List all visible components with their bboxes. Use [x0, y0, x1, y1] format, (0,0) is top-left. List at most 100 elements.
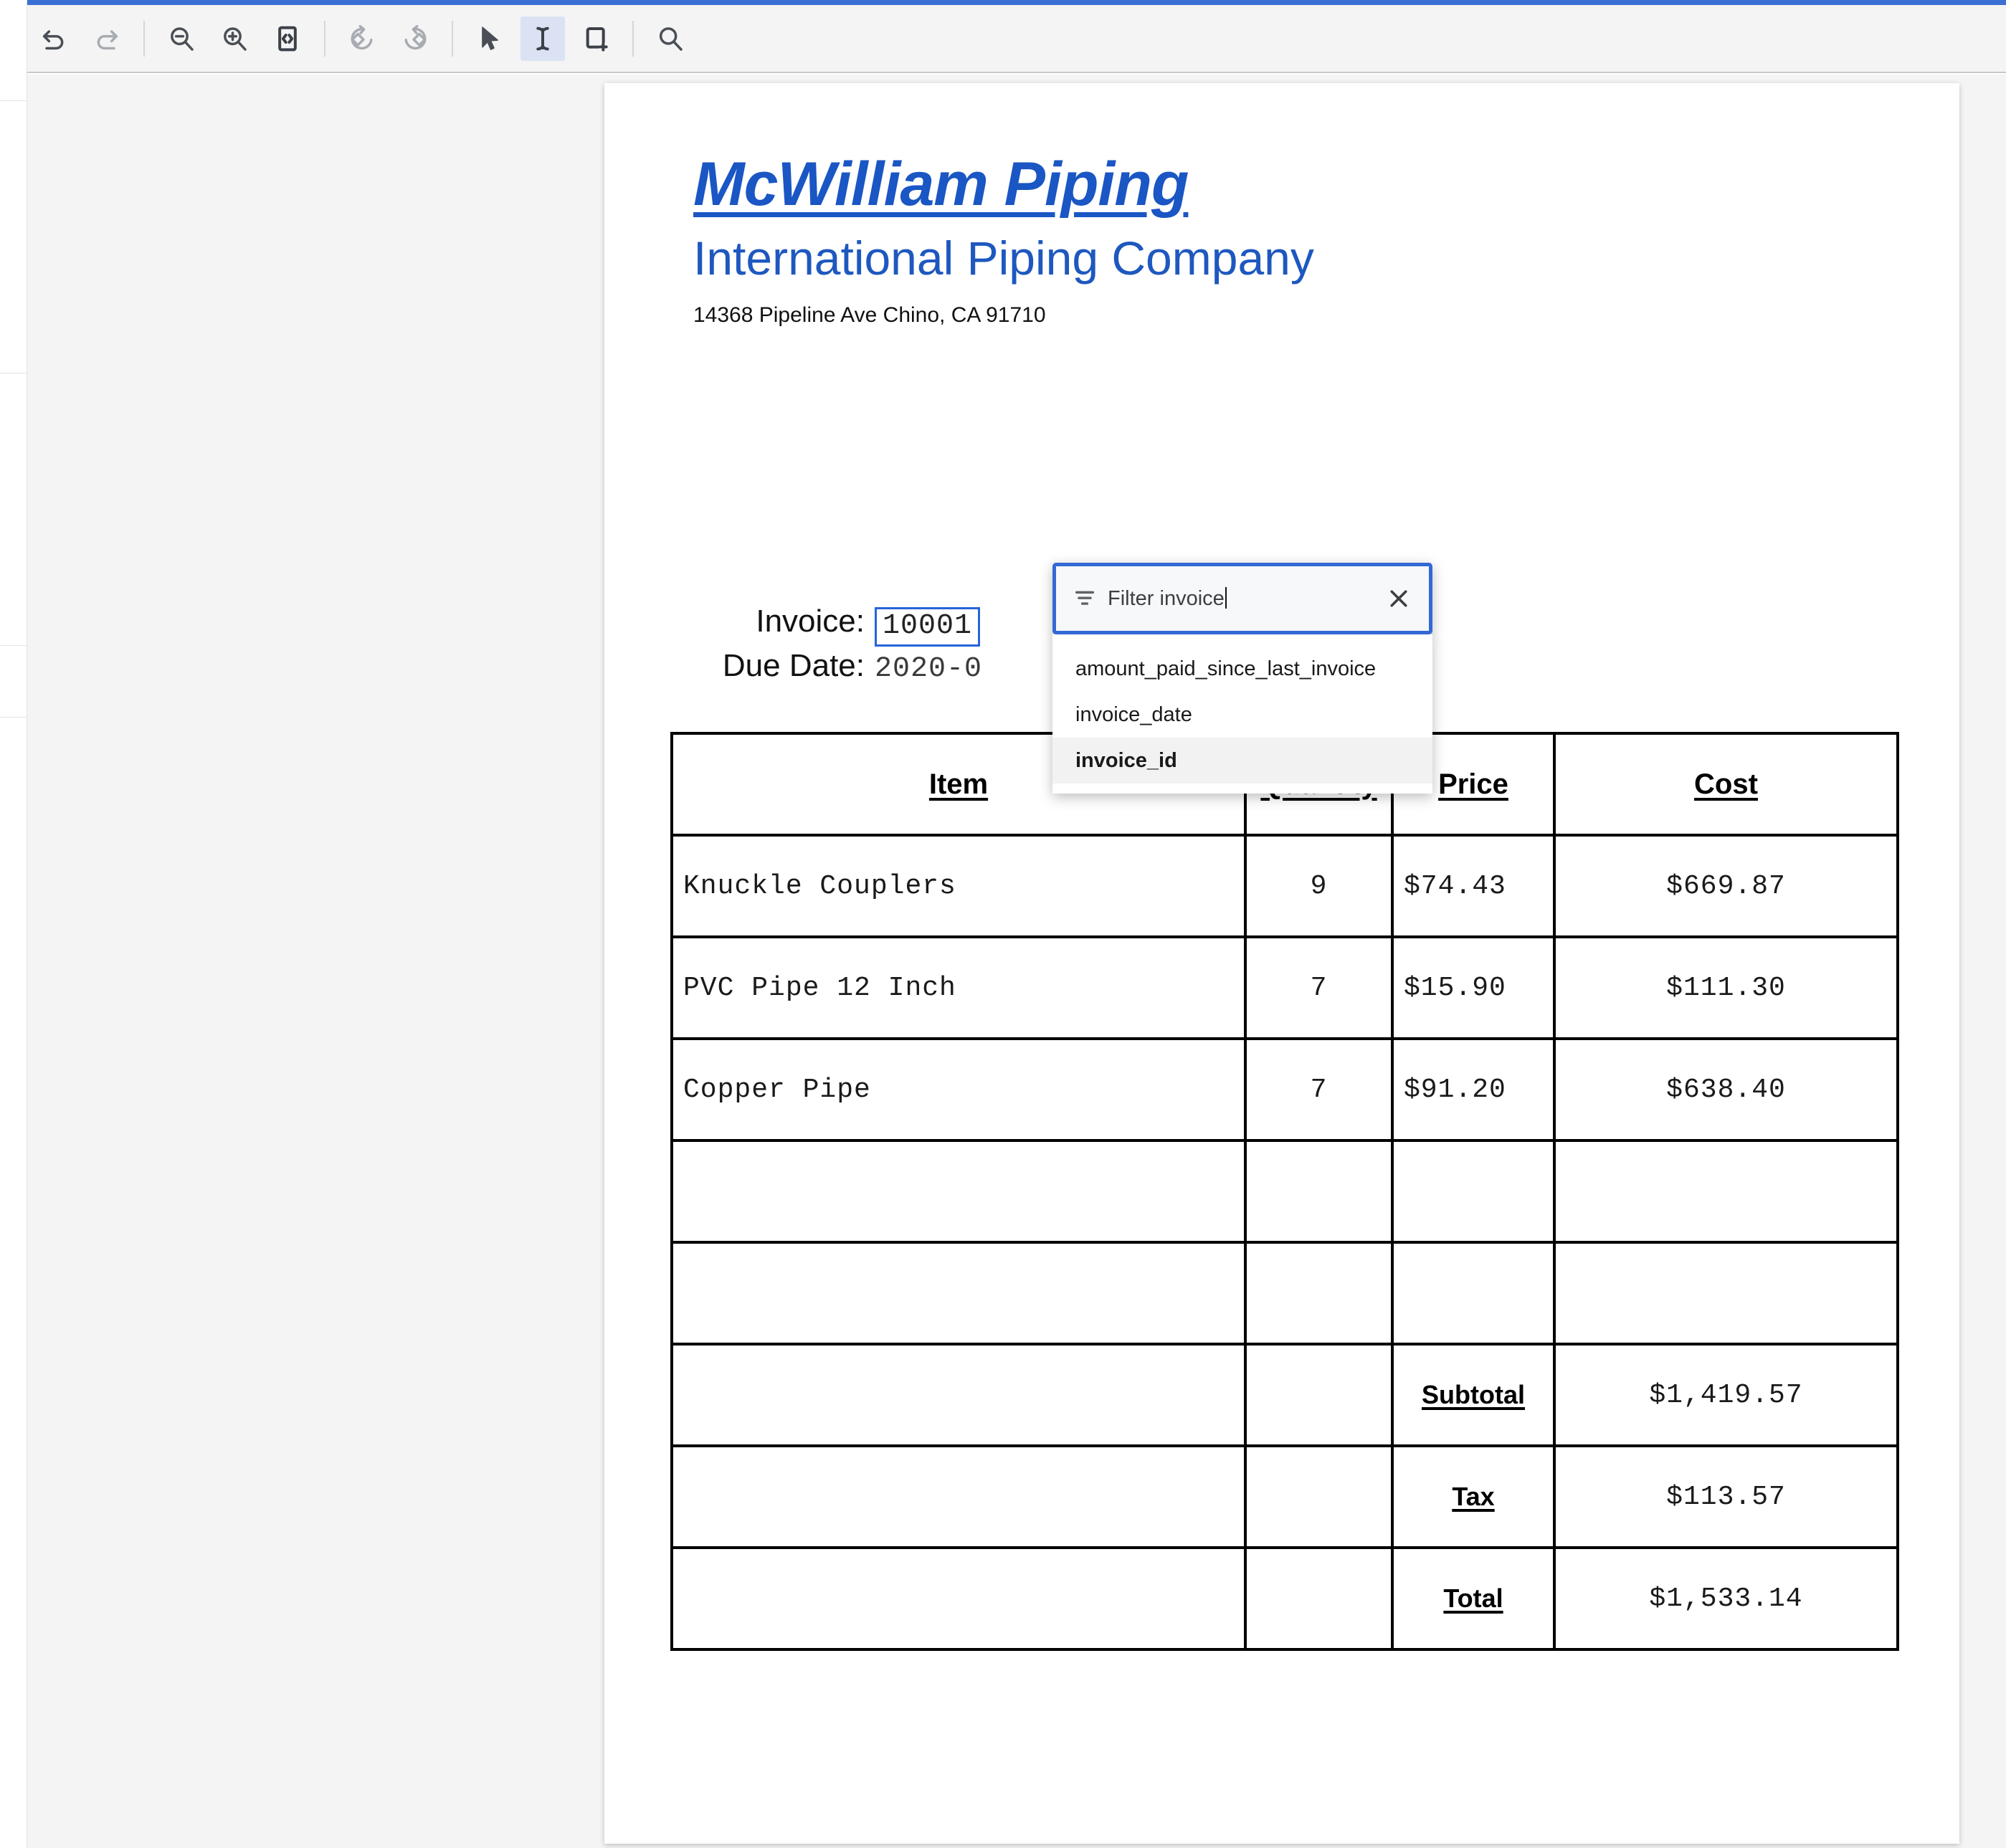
- cell-cost[interactable]: $638.40: [1553, 1037, 1899, 1142]
- zoom-in-icon: [224, 27, 247, 51]
- toolbar: [27, 5, 2006, 73]
- filter-input-box[interactable]: Filter invoice: [1052, 563, 1432, 634]
- tax-value[interactable]: $113.57: [1553, 1444, 1899, 1549]
- cell-item[interactable]: Knuckle Couplers: [670, 834, 1247, 938]
- invoice-page: McWilliam Piping International Piping Co…: [604, 83, 1959, 1844]
- cell-item[interactable]: [670, 1241, 1247, 1345]
- filter-option-label: invoice_id: [1075, 748, 1177, 772]
- toolbar-group-rotate: [336, 5, 442, 72]
- cell-quantity[interactable]: 7: [1244, 1037, 1394, 1142]
- filter-option-amount-paid-since-last-invoice[interactable]: amount_paid_since_last_invoice: [1052, 646, 1432, 692]
- cell-cost[interactable]: $111.30: [1553, 935, 1899, 1040]
- gutter-line: [0, 645, 27, 646]
- cell-quantity[interactable]: [1244, 1241, 1394, 1345]
- cell-blank: [1244, 1444, 1394, 1549]
- subtotal-label: Subtotal: [1391, 1343, 1556, 1447]
- total-value[interactable]: $1,533.14: [1553, 1546, 1899, 1651]
- due-date-row: Due Date: 2020-0: [695, 648, 982, 692]
- gutter-divider-lines: [0, 0, 27, 1848]
- add-region-button[interactable]: [574, 16, 618, 61]
- filter-option-label: amount_paid_since_last_invoice: [1075, 657, 1377, 680]
- search-button[interactable]: [648, 16, 693, 61]
- rotate-right-icon: [404, 24, 427, 49]
- toolbar-separator: [324, 20, 325, 57]
- cell-price[interactable]: $15.90: [1391, 935, 1556, 1040]
- cell-blank: [1244, 1546, 1394, 1651]
- close-icon[interactable]: [1386, 586, 1412, 611]
- invoice-table: Item Quantity Price Cost Knuckle Coupler…: [670, 732, 1899, 1651]
- zoom-out-button[interactable]: [159, 16, 204, 61]
- filter-input-value: Filter invoice: [1108, 586, 1225, 610]
- invoice-number-field[interactable]: 10001: [875, 607, 981, 647]
- cell-blank: [670, 1444, 1247, 1549]
- filter-input-text-wrap: Filter invoice: [1108, 586, 1386, 611]
- cell-price[interactable]: $91.20: [1391, 1037, 1556, 1142]
- filter-option-label: invoice_date: [1075, 702, 1192, 726]
- text-select-button[interactable]: [520, 16, 565, 61]
- rotate-left-button[interactable]: [340, 16, 384, 61]
- undo-icon: [42, 29, 64, 49]
- search-icon: [659, 27, 683, 51]
- cell-item[interactable]: [670, 1139, 1247, 1244]
- zoom-out-icon: [171, 27, 194, 51]
- cell-price[interactable]: $74.43: [1391, 834, 1556, 938]
- cell-price[interactable]: [1391, 1139, 1556, 1244]
- fit-width-button[interactable]: [265, 16, 310, 61]
- cell-quantity[interactable]: [1244, 1139, 1394, 1244]
- invoice-number-row: Invoice: 10001: [695, 604, 982, 648]
- left-gutter: [0, 0, 27, 1848]
- text-select-icon: [536, 27, 549, 50]
- table-row-total: Total $1,533.14: [670, 1546, 1899, 1651]
- table-row: PVC Pipe 12 Inch 7 $15.90 $111.30: [670, 935, 1899, 1040]
- top-accent-bar: [27, 0, 2006, 5]
- table-row: Copper Pipe 7 $91.20 $638.40: [670, 1037, 1899, 1142]
- toolbar-separator: [632, 20, 634, 57]
- cell-quantity[interactable]: 9: [1244, 834, 1394, 938]
- add-region-icon: [586, 27, 608, 52]
- gutter-line: [0, 100, 27, 101]
- subtotal-value[interactable]: $1,419.57: [1553, 1343, 1899, 1447]
- rotate-left-icon: [351, 24, 373, 49]
- cell-item[interactable]: Copper Pipe: [670, 1037, 1247, 1142]
- cell-quantity[interactable]: 7: [1244, 935, 1394, 1040]
- company-name: McWilliam Piping: [693, 150, 1189, 219]
- toolbar-group-tools: [463, 5, 622, 72]
- filter-options-list: amount_paid_since_last_invoice invoice_d…: [1052, 634, 1432, 794]
- fit-width-icon: [278, 26, 297, 51]
- invoice-meta: Invoice: 10001 Due Date: 2020-0: [695, 604, 982, 692]
- document-canvas[interactable]: McWilliam Piping International Piping Co…: [27, 75, 2006, 1848]
- undo-button[interactable]: [32, 16, 76, 61]
- company-subtitle: International Piping Company: [693, 232, 1314, 285]
- cell-cost[interactable]: $669.87: [1553, 834, 1899, 938]
- due-date-label: Due Date:: [722, 648, 865, 683]
- filter-option-invoice-date[interactable]: invoice_date: [1052, 692, 1432, 738]
- toolbar-separator: [143, 20, 145, 57]
- filter-popup: Filter invoice amount_paid_since_last_in…: [1052, 563, 1432, 794]
- gutter-line: [0, 717, 27, 718]
- filter-option-invoice-id[interactable]: invoice_id: [1052, 738, 1432, 784]
- table-row: [670, 1139, 1899, 1244]
- due-date-value[interactable]: 2020-0: [875, 653, 983, 685]
- cell-item[interactable]: PVC Pipe 12 Inch: [670, 935, 1247, 1040]
- table-row-tax: Tax $113.57: [670, 1444, 1899, 1549]
- redo-button[interactable]: [85, 16, 129, 61]
- toolbar-group-history: [27, 5, 133, 72]
- redo-icon: [97, 29, 118, 49]
- cursor-select-button[interactable]: [467, 16, 512, 61]
- cell-price[interactable]: [1391, 1241, 1556, 1345]
- cell-cost[interactable]: [1553, 1139, 1899, 1244]
- company-address: 14368 Pipeline Ave Chino, CA 91710: [693, 303, 1046, 327]
- text-caret: [1225, 586, 1227, 609]
- table-header-cost: Cost: [1553, 732, 1899, 837]
- table-row: Knuckle Couplers 9 $74.43 $669.87: [670, 834, 1899, 938]
- filter-icon: [1075, 591, 1095, 605]
- rotate-right-button[interactable]: [393, 16, 437, 61]
- cursor-select-icon: [482, 26, 498, 50]
- zoom-in-button[interactable]: [212, 16, 257, 61]
- document-header: McWilliam Piping International Piping Co…: [693, 152, 1314, 328]
- cell-blank: [1244, 1343, 1394, 1447]
- cell-cost[interactable]: [1553, 1241, 1899, 1345]
- cell-blank: [670, 1546, 1247, 1651]
- table-row: [670, 1241, 1899, 1345]
